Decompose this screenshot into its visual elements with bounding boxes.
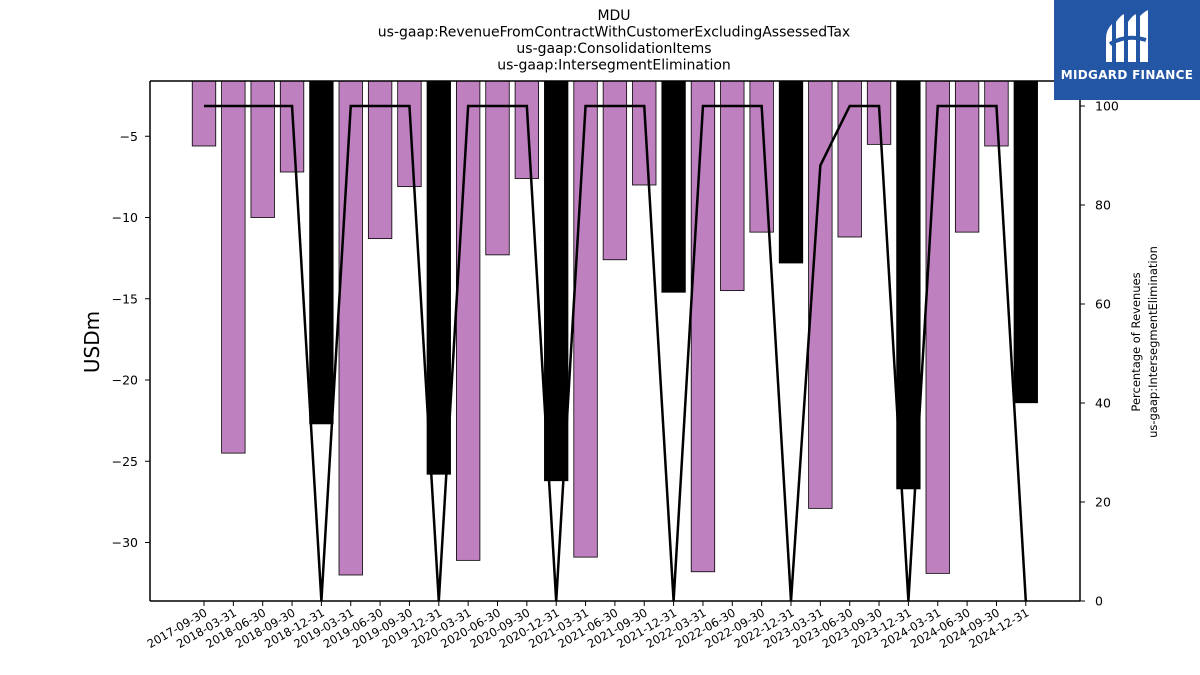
bar bbox=[925, 80, 950, 574]
y-tick-label: −5 bbox=[120, 129, 138, 144]
bar bbox=[397, 80, 422, 188]
y2-tick-label: 100 bbox=[1095, 99, 1119, 114]
bar bbox=[221, 80, 246, 454]
y2-axis-label-line: us-gaap:IntersegmentElimination bbox=[1146, 246, 1160, 438]
y-tick-label: −20 bbox=[112, 373, 138, 388]
bar bbox=[661, 80, 686, 293]
bar bbox=[250, 80, 275, 218]
bar bbox=[191, 80, 217, 147]
y-tick-label: −15 bbox=[112, 291, 138, 306]
y2-tick-label: 60 bbox=[1095, 297, 1111, 312]
bar bbox=[455, 80, 481, 561]
y2-tick-label: 0 bbox=[1095, 594, 1103, 609]
chart-title-line: us-gaap:RevenueFromContractWithCustomerE… bbox=[378, 25, 850, 41]
chart-title-line: MDU bbox=[597, 8, 630, 24]
bar bbox=[896, 80, 921, 490]
bar bbox=[749, 80, 774, 233]
bar bbox=[720, 80, 745, 292]
bar bbox=[426, 80, 451, 475]
y-axis-label: USDm bbox=[80, 311, 104, 373]
logo-text: MIDGARD FINANCE bbox=[1060, 68, 1194, 82]
bar bbox=[954, 80, 980, 233]
bar bbox=[632, 80, 657, 186]
bar bbox=[778, 80, 804, 264]
bar bbox=[1013, 80, 1038, 404]
y-tick-label: −30 bbox=[112, 535, 138, 550]
y-axis-ticks: −5 −10 −15 −20 −25 −30 bbox=[112, 129, 150, 550]
bar bbox=[602, 80, 628, 261]
y2-tick-label: 80 bbox=[1095, 198, 1111, 213]
y2-axis-label-line: Percentage of Revenues bbox=[1129, 272, 1143, 411]
y2-tick-label: 40 bbox=[1095, 396, 1111, 411]
bar-series bbox=[191, 80, 1038, 576]
y-tick-label: −10 bbox=[112, 210, 138, 225]
midgard-finance-logo: MIDGARD FINANCE bbox=[1054, 0, 1200, 100]
bar bbox=[338, 80, 363, 576]
y2-axis-ticks: 0 20 40 60 80 100 bbox=[1080, 99, 1119, 609]
chart-title-line: us-gaap:ConsolidationItems bbox=[516, 41, 711, 57]
bar bbox=[690, 80, 716, 573]
y-tick-label: −25 bbox=[112, 454, 138, 469]
y2-tick-label: 20 bbox=[1095, 495, 1111, 510]
percentage-line-series bbox=[204, 104, 1028, 602]
y2-axis-label: Percentage of Revenues us-gaap:Intersegme… bbox=[1129, 246, 1160, 438]
chart-title-line: us-gaap:IntersegmentElimination bbox=[497, 58, 731, 74]
bar bbox=[367, 80, 393, 240]
percentage-line bbox=[204, 104, 1028, 602]
bar bbox=[837, 80, 862, 238]
bar bbox=[573, 80, 598, 558]
x-axis-ticks: 2017-09-302018-03-312018-06-302018-09-30… bbox=[145, 601, 1031, 651]
bar bbox=[309, 80, 334, 425]
bar bbox=[514, 80, 539, 179]
bar bbox=[544, 80, 569, 482]
chart-title: MDUus-gaap:RevenueFromContractWithCustom… bbox=[378, 8, 850, 74]
logo-mark-icon bbox=[1106, 10, 1148, 62]
